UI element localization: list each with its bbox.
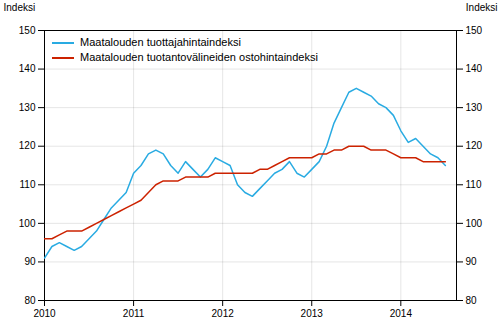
svg-text:2013: 2013	[301, 308, 324, 319]
svg-text:100: 100	[466, 218, 483, 229]
svg-text:140: 140	[466, 63, 483, 74]
svg-text:2012: 2012	[212, 308, 235, 319]
svg-text:Indeksi: Indeksi	[466, 2, 498, 13]
svg-text:120: 120	[19, 140, 36, 151]
svg-text:80: 80	[466, 295, 478, 306]
svg-text:2011: 2011	[123, 308, 145, 319]
svg-text:2010: 2010	[33, 308, 56, 319]
svg-text:90: 90	[24, 256, 36, 267]
svg-text:100: 100	[19, 218, 36, 229]
svg-text:Indeksi: Indeksi	[4, 2, 36, 13]
svg-text:2014: 2014	[390, 308, 413, 319]
svg-text:80: 80	[24, 295, 36, 306]
svg-text:90: 90	[466, 256, 478, 267]
svg-text:150: 150	[466, 25, 483, 36]
svg-text:120: 120	[466, 140, 483, 151]
svg-text:130: 130	[466, 102, 483, 113]
svg-text:150: 150	[19, 25, 36, 36]
html-text:Maatalouden tuottajahintaindek: Maatalouden tuottajahintaindeksi	[80, 36, 241, 48]
svg-text:110: 110	[466, 179, 482, 190]
svg-text:110: 110	[20, 179, 36, 190]
svg-text:130: 130	[19, 102, 36, 113]
svg-text:140: 140	[19, 63, 36, 74]
html-text:Maatalouden tuotantovälineiden: Maatalouden tuotantovälineiden ostohinta…	[80, 51, 318, 63]
